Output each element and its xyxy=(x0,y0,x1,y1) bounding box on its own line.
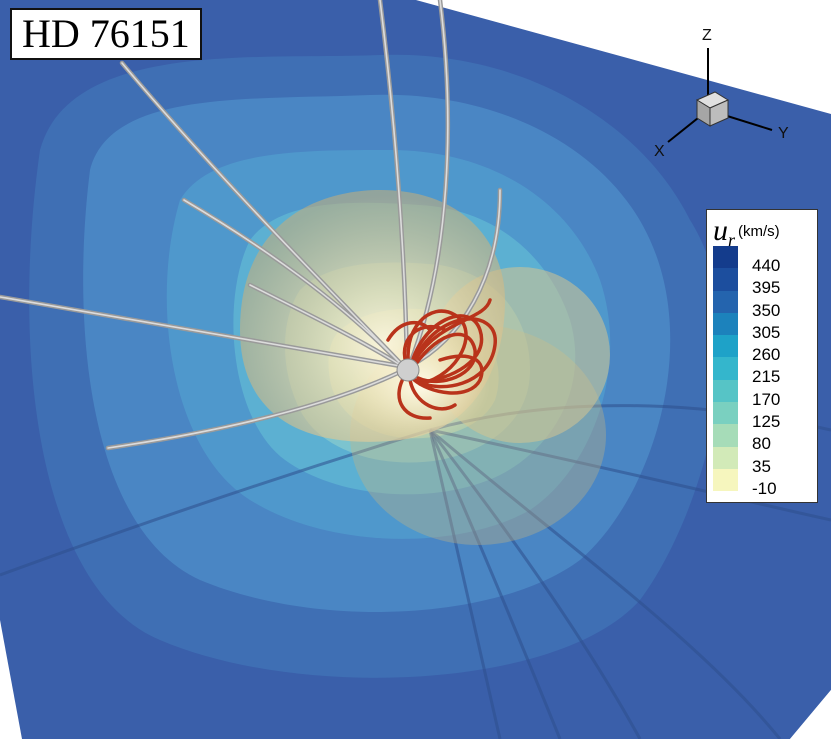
axis-label-y: Y xyxy=(778,125,789,142)
closed-field-lines xyxy=(386,298,497,420)
figure-title: HD 76151 xyxy=(10,8,202,60)
axis-label-z: Z xyxy=(702,27,712,44)
axis-label-x: X xyxy=(654,143,665,160)
central-star xyxy=(396,358,420,382)
legend-variable-symbol: u xyxy=(713,214,728,247)
legend-swatch xyxy=(713,357,738,380)
legend-level-label: 350 xyxy=(752,300,781,320)
legend-swatch xyxy=(713,268,738,291)
legend-level-label: 440 xyxy=(752,256,781,275)
legend-swatch xyxy=(713,446,738,469)
legend-swatch xyxy=(713,468,738,492)
legend-swatch xyxy=(713,335,738,358)
streamlines xyxy=(0,0,503,451)
legend-swatch xyxy=(713,290,738,313)
legend-unit: (km/s) xyxy=(738,223,780,240)
legend-level-label: 170 xyxy=(752,389,781,409)
legend-level-label: 305 xyxy=(752,322,781,342)
colorbar-legend: ur (km/s) 440 395 350 305 260 215 170 125 80 35 -10 xyxy=(706,209,818,503)
legend-level-label: 260 xyxy=(752,345,781,365)
axis-cube xyxy=(695,91,730,127)
legend-level-label: -10 xyxy=(752,478,777,498)
legend-swatch xyxy=(713,424,738,447)
legend-swatch xyxy=(713,246,738,269)
legend-level-label: 35 xyxy=(752,456,771,476)
legend-header: ur (km/s) xyxy=(713,214,780,250)
legend-level-label: 395 xyxy=(752,278,781,298)
legend-level-label: 215 xyxy=(752,367,781,387)
legend-swatch xyxy=(713,402,738,425)
legend-swatch xyxy=(713,312,738,336)
legend-variable-subscript: r xyxy=(728,230,736,250)
legend-level-label: 125 xyxy=(752,412,781,432)
legend-level-label: 80 xyxy=(752,434,771,454)
axis-triad xyxy=(667,48,773,143)
legend-swatch xyxy=(713,379,738,403)
frame-corner-bottom-right xyxy=(790,690,831,739)
